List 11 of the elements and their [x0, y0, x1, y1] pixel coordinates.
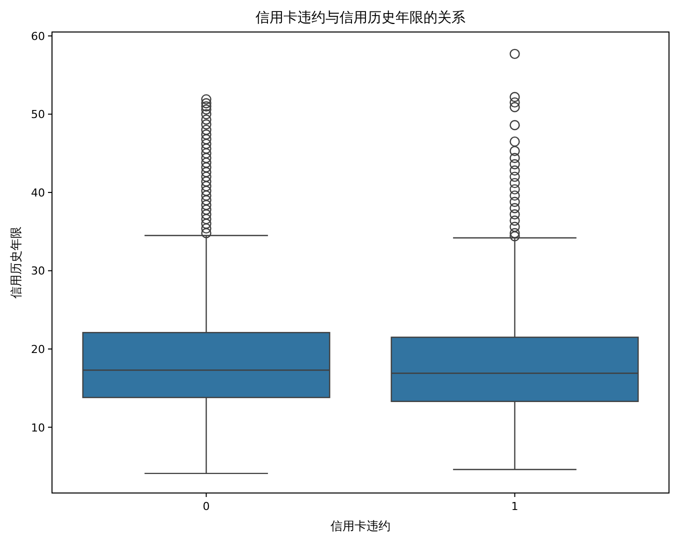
y-tick-label: 50 — [31, 108, 45, 122]
x-tick-label: 0 — [202, 500, 210, 513]
x-axis-title: 信用卡违约 — [330, 519, 390, 533]
y-tick-label: 10 — [31, 421, 45, 434]
y-tick-label: 60 — [31, 30, 45, 43]
x-tick-label: 1 — [511, 500, 518, 513]
y-tick-label: 20 — [31, 342, 45, 356]
y-tick-label: 40 — [31, 186, 45, 200]
chart-title: 信用卡违约与信用历史年限的关系 — [256, 10, 466, 26]
y-tick-label: 30 — [31, 264, 45, 278]
y-axis-title: 信用历史年限 — [9, 226, 23, 298]
